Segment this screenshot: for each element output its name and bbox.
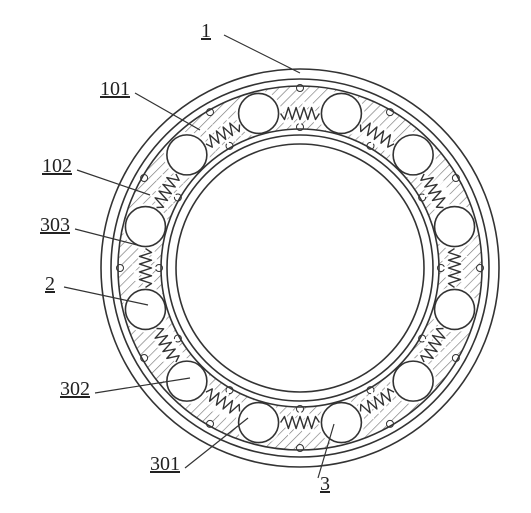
rolling-ball [393,135,433,175]
label-302: 302 [60,378,90,400]
rolling-ball [321,93,361,133]
rolling-ball [125,207,165,247]
label-102: 102 [42,155,72,177]
rolling-ball [435,289,475,329]
rolling-ball [125,289,165,329]
rolling-ball [239,403,279,443]
label-303: 303 [40,214,70,236]
label-101: 101 [100,78,130,100]
rolling-ball [393,361,433,401]
bearing-diagram: 1 101 102 303 2 302 301 3 [0,0,531,513]
rolling-ball [167,135,207,175]
rolling-ball [321,403,361,443]
label-1: 1 [201,20,211,42]
label-3: 3 [320,473,330,495]
label-2: 2 [45,273,55,295]
rolling-ball [239,93,279,133]
rolling-ball [435,207,475,247]
label-301: 301 [150,453,180,475]
